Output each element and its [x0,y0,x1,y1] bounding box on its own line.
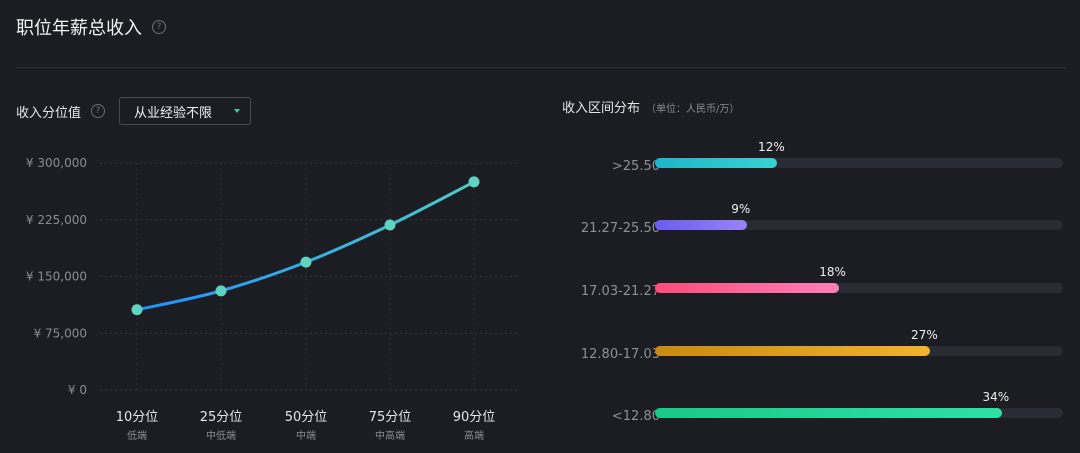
x-tick-sublabel: 高端 [464,429,484,442]
x-tick-sublabel: 低端 [127,429,147,442]
percent-label: 18% [819,265,846,279]
range-label: <12.80 [611,409,660,424]
x-tick-label: 50分位 [285,410,328,425]
header-divider [16,67,1066,68]
percentile-help-icon[interactable]: ? [91,104,106,118]
data-point[interactable] [300,256,312,268]
x-tick-sublabel: 中端 [296,429,316,442]
bar-fill[interactable] [655,283,839,293]
distribution-row: <12.80 34% [520,390,1080,430]
experience-select[interactable]: 从业经验不限 [119,97,252,125]
chevron-down-icon [234,109,241,113]
bar-track [655,220,1063,230]
percent-label: 9% [731,202,751,216]
data-point[interactable] [384,219,396,231]
bar-fill[interactable] [655,158,778,168]
page-title-text: 职位年薪总收入 [16,18,142,39]
bar-fill[interactable] [655,408,1002,418]
distribution-row: 17.03-21.27 18% [520,265,1080,305]
bar-track [655,346,1063,356]
y-tick-label: ¥ 75,000 [34,326,87,340]
percent-label: 34% [982,390,1010,404]
distribution-row: >25.50 12% [520,140,1080,180]
experience-select-value: 从业经验不限 [134,105,213,121]
range-label: >25.50 [611,159,660,174]
distribution-row: 21.27-25.50 9% [520,202,1080,242]
percent-label: 12% [758,140,785,154]
bar-track [655,158,1063,168]
data-point[interactable] [468,176,480,188]
x-tick-label: 25分位 [200,410,243,425]
data-point[interactable] [131,304,143,316]
distribution-header: 收入区间分布 （单位：人民币/万） [562,97,739,116]
range-label: 21.27-25.50 [580,221,660,236]
x-tick-label: 75分位 [369,410,412,425]
bar-track [655,408,1063,418]
y-tick-label: ¥ 225,000 [26,213,87,227]
percentile-header: 收入分位值 ? 从业经验不限 [16,97,252,125]
distribution-unit: （单位：人民币/万） [646,104,740,115]
help-icon[interactable]: ? [152,20,166,34]
salary-series-line [135,180,476,312]
x-tick-label: 10分位 [116,410,159,425]
x-tick-label: 90分位 [453,410,496,425]
y-tick-label: ¥ 150,000 [26,270,87,284]
percentile-label: 收入分位值 [16,105,82,121]
page-title: 职位年薪总收入 ? [16,14,166,40]
x-tick-sublabel: 中高端 [375,429,405,442]
bar-fill[interactable] [655,346,931,356]
bar-track [655,283,1063,293]
bar-fill[interactable] [655,220,747,230]
distribution-title: 收入区间分布 [562,101,641,116]
y-tick-label: ¥ 0 [68,383,87,397]
y-tick-label: ¥ 300,000 [26,156,87,170]
salary-percentile-line-chart: ¥ 0 ¥ 75,000 ¥ 150,000 ¥ 225,000 ¥ 300,000 10… [26,156,517,442]
distribution-row: 12.80-17.03 27% [520,328,1080,368]
range-label: 12.80-17.03 [580,347,660,362]
data-point[interactable] [215,285,227,297]
x-tick-sublabel: 中低端 [206,429,236,442]
percent-label: 27% [911,328,938,342]
range-label: 17.03-21.27 [580,284,660,299]
